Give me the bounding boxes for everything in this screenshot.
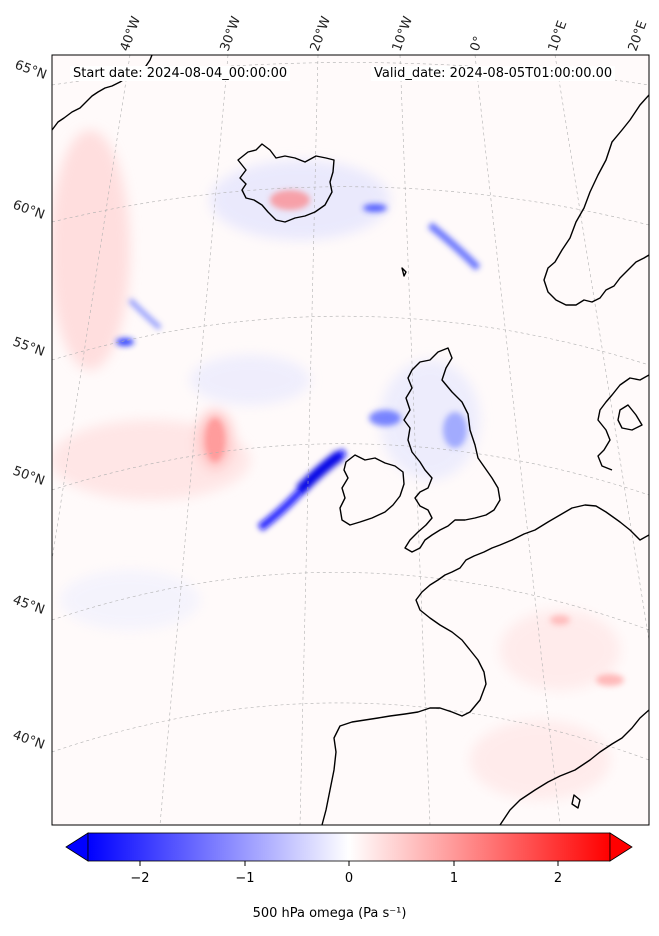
denmark-coast [597,374,649,471]
lon-label: 0° [468,34,487,53]
lat-label: 50°N [11,464,47,489]
lat-label: 65°N [13,58,49,83]
map-panel [52,55,649,825]
colorbar-bar [87,832,611,862]
colorbar-tick-label: 2 [553,871,563,886]
lon-label: 40°W [118,14,144,53]
baltic-coast [617,404,643,431]
lon-label: 10°W [390,14,416,53]
latitude-labels: 65°N 60°N 55°N 50°N 45°N 40°N [11,58,49,753]
colorbar-tick-label: −2 [130,871,150,886]
continent-coast [321,504,649,825]
longitude-labels: 40°W 30°W 20°W 10°W 0° 10°E 20°E [118,14,651,53]
lon-label: 10°E [546,19,571,54]
colorbar-tick-label: −1 [235,871,255,886]
lon-label: 30°W [218,14,244,53]
ireland-coast [339,454,405,526]
norway-coast [543,94,649,306]
map-frame [51,54,650,826]
lat-label: 45°N [11,593,47,618]
lat-label: 40°N [11,728,47,753]
great-britain-coast [403,347,501,553]
colorbar-extend-low [65,832,89,862]
faroe-islands [401,267,407,277]
colorbar [65,832,633,866]
lon-label: 20°E [626,19,651,54]
start-date-label: Start date: 2024-08-04_00:00:00 [70,66,291,81]
colorbar-label: 500 hPa omega (Pa s⁻¹) [252,906,407,921]
colorbar-extend-high [609,832,633,862]
colorbar-tick-label: 1 [449,871,459,886]
omega-field [52,130,624,800]
colorbar-tick-label: 0 [344,871,354,886]
iceland-coast [237,143,335,223]
mediterranean-coast [499,709,649,825]
valid-date-label: Valid_date: 2024-08-05T01:00:00.00 [371,66,616,81]
lat-label: 60°N [11,198,47,223]
lat-label: 55°N [11,335,47,360]
coastlines [52,55,649,825]
lon-label: 20°W [308,14,334,53]
graticule [52,55,649,825]
corsica [571,794,581,809]
